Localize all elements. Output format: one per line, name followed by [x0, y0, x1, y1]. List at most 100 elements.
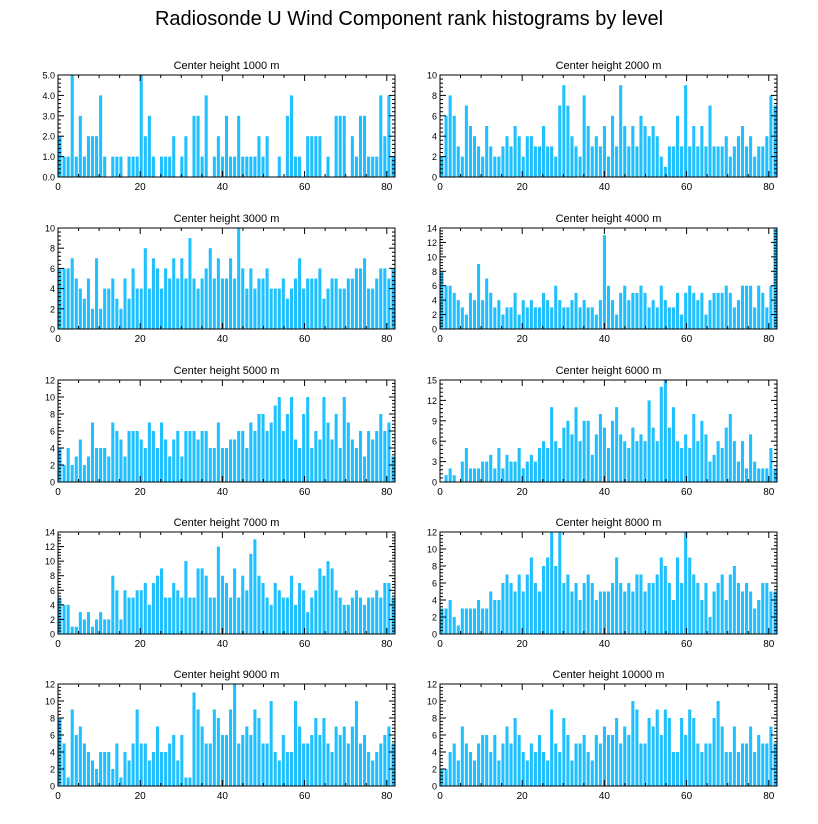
x-tick-label: 60 [299, 182, 311, 193]
bar [562, 718, 566, 786]
bar [586, 752, 590, 786]
bar [233, 156, 237, 177]
bar [358, 597, 363, 634]
bar [761, 583, 765, 634]
bar [245, 726, 249, 786]
bar [720, 574, 724, 634]
y-tick-label: 4 [432, 296, 437, 306]
bar [728, 156, 732, 177]
x-tick-label: 60 [681, 182, 693, 193]
y-tick-label: 3 [432, 457, 437, 467]
bar [338, 288, 342, 329]
bar [712, 591, 716, 634]
bar [249, 553, 253, 634]
bar [103, 752, 107, 786]
y-tick-label: 4 [432, 132, 437, 142]
x-tick-label: 40 [217, 639, 229, 650]
bar [188, 597, 192, 634]
bar [387, 95, 391, 177]
x-tick-label: 80 [763, 182, 775, 193]
bar [477, 468, 481, 482]
y-tick-label: 5.0 [42, 71, 55, 81]
bar [529, 454, 533, 482]
bar [192, 431, 196, 482]
bar [350, 726, 354, 786]
panel-title: Center height 6000 m [556, 365, 662, 377]
bar [590, 146, 594, 177]
bar [452, 617, 456, 634]
bar [606, 591, 611, 634]
bar [160, 288, 164, 329]
bar [318, 568, 322, 634]
bar [375, 278, 379, 329]
bar [578, 743, 582, 786]
bar [383, 583, 387, 634]
bar [180, 735, 184, 786]
bar [220, 575, 224, 634]
bar [501, 743, 505, 786]
bar [537, 591, 542, 634]
bar [151, 156, 155, 177]
bar [375, 156, 379, 177]
bar [131, 156, 135, 177]
bar [477, 146, 481, 177]
bar [164, 439, 168, 482]
y-tick-label: 2 [432, 152, 437, 162]
bar [456, 300, 460, 329]
bar [472, 608, 477, 634]
bar [680, 718, 684, 786]
bar [338, 115, 342, 177]
bar [172, 136, 176, 177]
bar [761, 743, 765, 786]
bar [525, 307, 529, 329]
bar [529, 743, 533, 786]
bar [391, 268, 395, 329]
bar [160, 752, 164, 786]
y-tick-label: 0 [432, 630, 437, 640]
bar [533, 307, 537, 329]
x-tick-label: 80 [381, 791, 393, 802]
bar [452, 292, 456, 329]
bar [578, 600, 582, 634]
bar [233, 439, 237, 482]
bar [269, 288, 273, 329]
bar [501, 146, 505, 177]
bar [468, 292, 472, 329]
bar [460, 307, 464, 329]
bar [245, 590, 249, 634]
panel-title: Center height 8000 m [556, 517, 662, 529]
bar [269, 604, 273, 634]
panel-1: Center height 1000 m 0 20 40 60 80 0.0 1.0 2.0 3.… [42, 60, 396, 193]
bar [253, 709, 257, 786]
bar [237, 743, 241, 786]
bar [293, 701, 298, 786]
x-tick-label: 20 [135, 487, 147, 498]
bar [753, 156, 757, 177]
bar [176, 431, 180, 482]
bar [233, 568, 237, 634]
bar [570, 136, 574, 177]
y-tick-label: 8 [432, 714, 437, 724]
bar [765, 307, 769, 329]
bar [477, 600, 481, 634]
bar [62, 156, 66, 177]
y-tick-label: 2 [50, 461, 55, 471]
bar [448, 468, 452, 482]
bar [684, 292, 688, 329]
main-title: Radiosonde U Wind Component rank histogr… [154, 8, 664, 30]
bar [505, 307, 509, 329]
bar [615, 314, 619, 329]
bar [481, 156, 485, 177]
bar [740, 591, 745, 634]
bar [582, 300, 586, 329]
bar [387, 422, 391, 482]
bar [623, 441, 627, 482]
bar [358, 431, 363, 482]
bar [489, 752, 493, 786]
panel-7: Center height 7000 m 0 20 40 60 80 0 2 4 6 8 10 12 14 [45, 517, 396, 650]
panel-5: Center height 5000 m 0 20 40 60 80 0 2 4 6 8 10 12 [45, 365, 396, 498]
bar [696, 743, 700, 786]
y-tick-label: 6 [50, 731, 55, 741]
bar [281, 735, 285, 786]
